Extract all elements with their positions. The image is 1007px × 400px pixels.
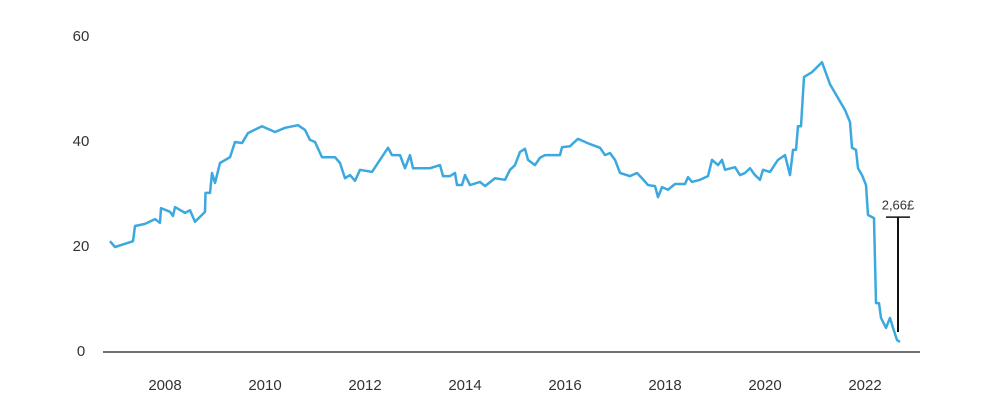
x-tick-label: 2008 [148, 377, 181, 394]
x-tick-label: 2022 [848, 377, 881, 394]
y-tick-label: 60 [73, 28, 90, 45]
y-tick-label: 0 [77, 343, 85, 360]
x-tick-label: 2012 [348, 377, 381, 394]
y-tick-label: 20 [73, 238, 90, 255]
line-series [109, 60, 901, 344]
x-tick-label: 2014 [448, 377, 481, 394]
x-tick-label: 2010 [248, 377, 281, 394]
x-tick-label: 2018 [648, 377, 681, 394]
annotation-label: 2,66£ [882, 198, 915, 213]
x-tick-label: 2020 [748, 377, 781, 394]
x-tick-label: 2016 [548, 377, 581, 394]
y-tick-label: 40 [73, 133, 90, 150]
